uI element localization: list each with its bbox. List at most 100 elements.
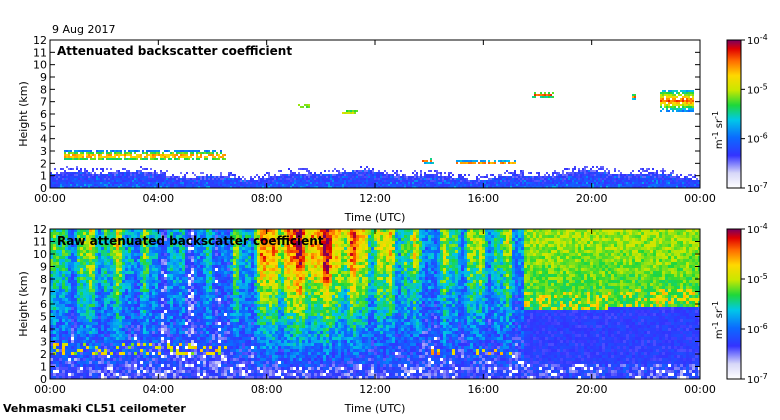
heatmap-cell [396,174,398,176]
heatmap-cell [72,182,74,184]
heatmap-cell [426,186,428,188]
heatmap-cell [132,156,134,158]
heatmap-cell [116,274,119,277]
heatmap-cell [140,322,143,325]
heatmap-cell [454,178,456,180]
heatmap-cell [474,182,476,184]
heatmap-cell [113,340,116,343]
heatmap-cell [110,247,113,250]
heatmap-cell [83,268,86,271]
heatmap-cell [330,186,332,188]
heatmap-cell [652,176,654,178]
heatmap-cell [562,186,564,188]
heatmap-cell [516,184,518,186]
heatmap-cell [98,259,101,262]
heatmap-cell [62,361,65,364]
heatmap-cell [648,176,650,178]
heatmap-cell [182,154,184,156]
heatmap-cell [258,186,260,188]
heatmap-cell [488,162,490,164]
heatmap-cell [107,331,110,334]
heatmap-cell [394,180,396,182]
heatmap-cell [116,295,119,298]
heatmap-cell [118,180,120,182]
heatmap-cell [624,184,626,186]
heatmap-cell [92,349,95,352]
heatmap-cell [108,156,110,158]
heatmap-cell [137,241,140,244]
heatmap-cell [114,182,116,184]
heatmap-cell [128,274,131,277]
heatmap-cell [104,178,106,180]
heatmap-cell [95,298,98,301]
heatmap-cell [662,92,664,94]
heatmap-cell [196,176,198,178]
heatmap-cell [125,235,128,238]
heatmap-cell [544,180,546,182]
heatmap-cell [86,367,89,370]
heatmap-cell [340,178,342,180]
heatmap-cell [412,184,414,186]
heatmap-cell [176,176,178,178]
heatmap-cell [580,178,582,180]
heatmap-cell [650,174,652,176]
heatmap-cell [92,280,95,283]
heatmap-cell [152,235,155,238]
heatmap-cell [96,176,98,178]
heatmap-cell [410,178,412,180]
heatmap-cell [420,176,422,178]
heatmap-cell [508,186,510,188]
heatmap-cell [110,186,112,188]
heatmap-cell [149,229,152,232]
heatmap-cell [140,184,142,186]
heatmap-cell [218,182,220,184]
heatmap-cell [137,331,140,334]
heatmap-cell [440,178,442,180]
heatmap-cell [434,174,436,176]
heatmap-cell [300,186,302,188]
heatmap-cell [630,186,632,188]
heatmap-cell [602,172,604,174]
heatmap-cell [616,182,618,184]
heatmap-cell [452,174,454,176]
heatmap-cell [572,180,574,182]
heatmap-cell [71,235,74,238]
heatmap-cell [280,182,282,184]
heatmap-cell [162,156,164,158]
heatmap-cell [360,172,362,174]
heatmap-cell [554,176,556,178]
heatmap-cell [108,184,110,186]
heatmap-cell [152,340,155,343]
heatmap-cell [74,334,77,337]
heatmap-cell [122,262,125,265]
heatmap-cell [113,355,116,358]
heatmap-cell [636,174,638,176]
heatmap-cell [104,355,107,358]
heatmap-cell [74,340,77,343]
heatmap-cell [376,172,378,174]
heatmap-cell [220,174,222,176]
heatmap-cell [324,184,326,186]
heatmap-cell [406,186,408,188]
heatmap-cell [86,235,89,238]
heatmap-cell [131,376,134,379]
heatmap-cell [680,98,682,100]
heatmap-cell [102,186,104,188]
heatmap-cell [576,186,578,188]
heatmap-cell [119,292,122,295]
heatmap-cell [484,182,486,184]
heatmap-cell [98,313,101,316]
heatmap-cell [146,256,149,259]
heatmap-cell [194,174,196,176]
heatmap-cell [674,178,676,180]
heatmap-cell [128,268,131,271]
heatmap-cell [380,180,382,182]
heatmap-cell [128,256,131,259]
heatmap-cell [112,178,114,180]
heatmap-cell [113,256,116,259]
heatmap-cell [338,182,340,184]
heatmap-cell [262,186,264,188]
heatmap-cell [80,376,83,379]
heatmap-cell [161,241,164,244]
heatmap-cell [396,184,398,186]
